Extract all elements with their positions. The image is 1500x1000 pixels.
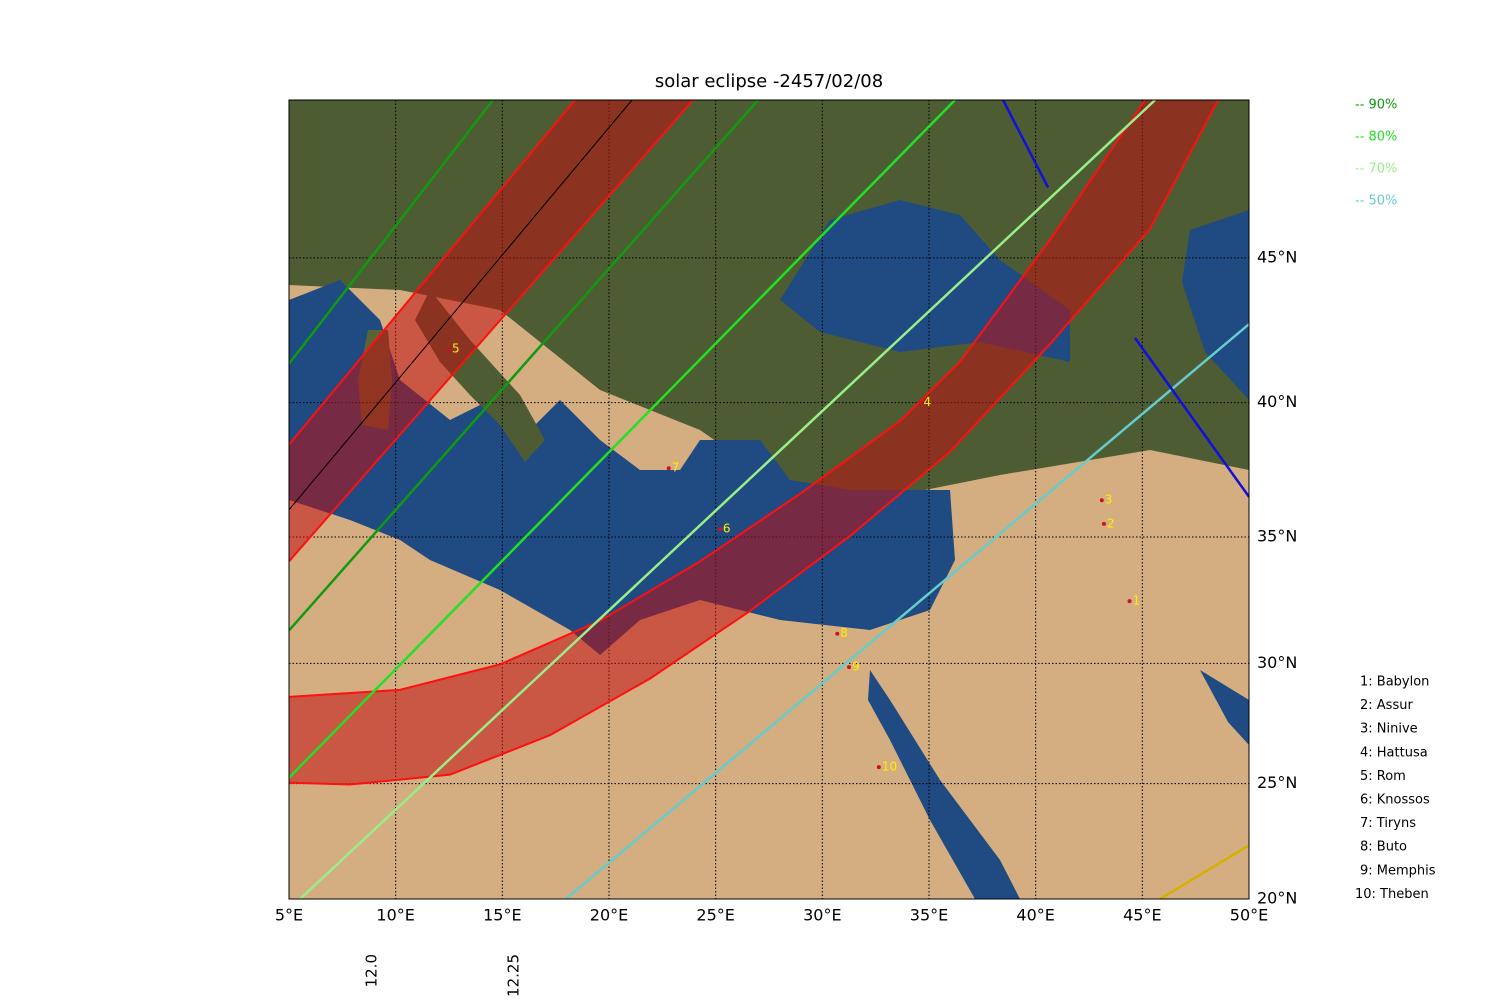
site-label: 3 — [1105, 493, 1113, 507]
x-tick-label: 30°E — [803, 906, 841, 925]
plot-frame — [288, 99, 1250, 900]
site-legend-entry: 5: Rom — [1360, 769, 1406, 784]
site-label: 9 — [852, 660, 860, 674]
site-marker — [1099, 498, 1104, 503]
site-legend-entry: 2: Assur — [1360, 698, 1413, 713]
site-marker — [876, 765, 881, 770]
site-label: 8 — [840, 626, 848, 640]
site-label: 2 — [1107, 516, 1115, 530]
totality-band — [289, 100, 1219, 785]
map-title: solar eclipse -2457/02/08 — [655, 71, 883, 92]
x-tick-label: 15°E — [483, 906, 521, 925]
site-label: 7 — [672, 461, 680, 475]
legend-entry: -- 80% — [1355, 130, 1397, 145]
contour-line — [1159, 844, 1249, 899]
site-marker — [835, 631, 840, 636]
band-edge — [289, 100, 1146, 698]
band-edge — [289, 100, 1219, 786]
y-tick-label: 20°N — [1257, 889, 1297, 908]
legend-entry: -- 50% — [1355, 194, 1397, 209]
site-legend-entry: 4: Hattusa — [1360, 745, 1428, 760]
y-tick-label: 40°N — [1257, 392, 1297, 411]
site-legend-entry: 10: Theben — [1355, 887, 1429, 902]
site-legend-entry: 3: Ninive — [1360, 722, 1418, 737]
x-tick-label: 5°E — [275, 906, 303, 925]
plot-layer: 1 2 3 4 5 6 7 8 9 10 — [289, 100, 1249, 899]
x-tick-label: 10°E — [376, 906, 414, 925]
site-legend-entry: 7: Tiryns — [1360, 816, 1416, 831]
site-legend-entry: 9: Memphis — [1360, 863, 1436, 878]
contour-line — [299, 100, 1156, 899]
caspian-sea — [1182, 210, 1249, 400]
band-edge — [289, 100, 694, 562]
time-tick-label: 12.0 — [363, 954, 381, 987]
x-tick-label: 35°E — [910, 906, 948, 925]
site-marker — [447, 346, 451, 351]
y-tick-label: 30°N — [1257, 653, 1297, 672]
y-tick-label: 45°N — [1257, 247, 1297, 266]
site-label: 4 — [923, 395, 931, 409]
band-edge — [289, 100, 576, 446]
x-tick-label: 50°E — [1230, 906, 1268, 925]
x-tick-label: 25°E — [696, 906, 734, 925]
x-tick-label: 20°E — [590, 906, 628, 925]
site-marker — [1101, 521, 1106, 526]
site-label: 10 — [882, 760, 897, 774]
contour-line — [565, 323, 1249, 899]
site-marker — [717, 527, 722, 532]
contour-line — [289, 100, 760, 632]
contour-line — [1001, 100, 1050, 189]
x-tick-label: 45°E — [1123, 906, 1161, 925]
red-sea — [868, 670, 1020, 899]
contour-line — [289, 100, 633, 511]
site-marker — [847, 665, 851, 670]
site-legend-entry: 6: Knossos — [1360, 793, 1430, 808]
contour-line — [289, 100, 494, 365]
persian-gulf — [1200, 670, 1249, 745]
site-legend-entry: 1: Babylon — [1360, 675, 1429, 690]
site-label: 6 — [723, 522, 731, 536]
site-label: 1 — [1133, 594, 1141, 608]
legend-entry: -- 90% — [1355, 98, 1397, 113]
x-tick-label: 40°E — [1016, 906, 1054, 925]
y-tick-label: 35°N — [1257, 526, 1297, 545]
contour-line — [1134, 337, 1249, 498]
site-marker — [1127, 599, 1132, 604]
site-marker — [666, 466, 671, 471]
site-marker — [918, 400, 923, 405]
legend-entry: -- 70% — [1355, 162, 1397, 177]
y-tick-label: 25°N — [1257, 773, 1297, 792]
time-tick-label: 12.25 — [505, 954, 523, 997]
contour-line — [289, 100, 956, 779]
site-label: 5 — [452, 341, 460, 355]
site-legend-entry: 8: Buto — [1360, 840, 1407, 855]
